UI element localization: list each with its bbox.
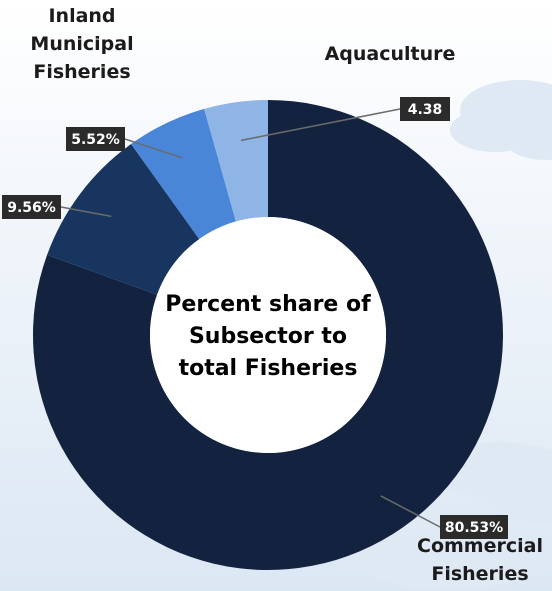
category-label-inland-municipal-fisheries: Inland Municipal Fisheries	[30, 5, 133, 83]
value-label-box-marine-municipal-fisheries	[2, 195, 61, 219]
leader-line-commercial-fisheries	[380, 495, 441, 528]
center-title-line: Percent share of	[165, 292, 371, 317]
slice-inland-municipal-fisheries	[131, 108, 236, 240]
value-label-box-inland-municipal-fisheries	[66, 127, 125, 151]
category-label-aquaculture: Aquaculture	[325, 43, 456, 65]
slice-labels: 80.53%Commercial Fisheries 9.56% 5.52% Inlan…	[2, 5, 543, 585]
category-label-commercial-fisheries: Commercial Fisheries	[417, 535, 543, 585]
leader-line-aquaculture	[240, 108, 401, 142]
leader-line-inland-municipal-fisheries	[124, 138, 183, 159]
value-label-box-aquaculture	[400, 97, 450, 121]
value-label-marine-municipal-fisheries: 9.56%	[7, 200, 56, 216]
value-label-inland-municipal-fisheries: 5.52%	[71, 132, 120, 148]
slice-aquaculture	[204, 100, 268, 222]
value-label-commercial-fisheries: 80.53%	[445, 520, 503, 536]
center-title-line: total Fisheries	[179, 356, 358, 381]
center-title: Percent share of Subsector to total Fisher…	[165, 292, 371, 381]
value-label-aquaculture: 4.38	[408, 102, 443, 118]
slice-commercial-fisheries	[32, 100, 503, 570]
center-title-line: Subsector to	[189, 324, 347, 349]
leader-line-marine-municipal-fisheries	[60, 206, 112, 218]
slice-marine-municipal-fisheries	[47, 144, 200, 295]
value-label-box-commercial-fisheries	[440, 515, 508, 539]
donut-hole	[150, 217, 386, 453]
donut-slices	[32, 100, 503, 570]
